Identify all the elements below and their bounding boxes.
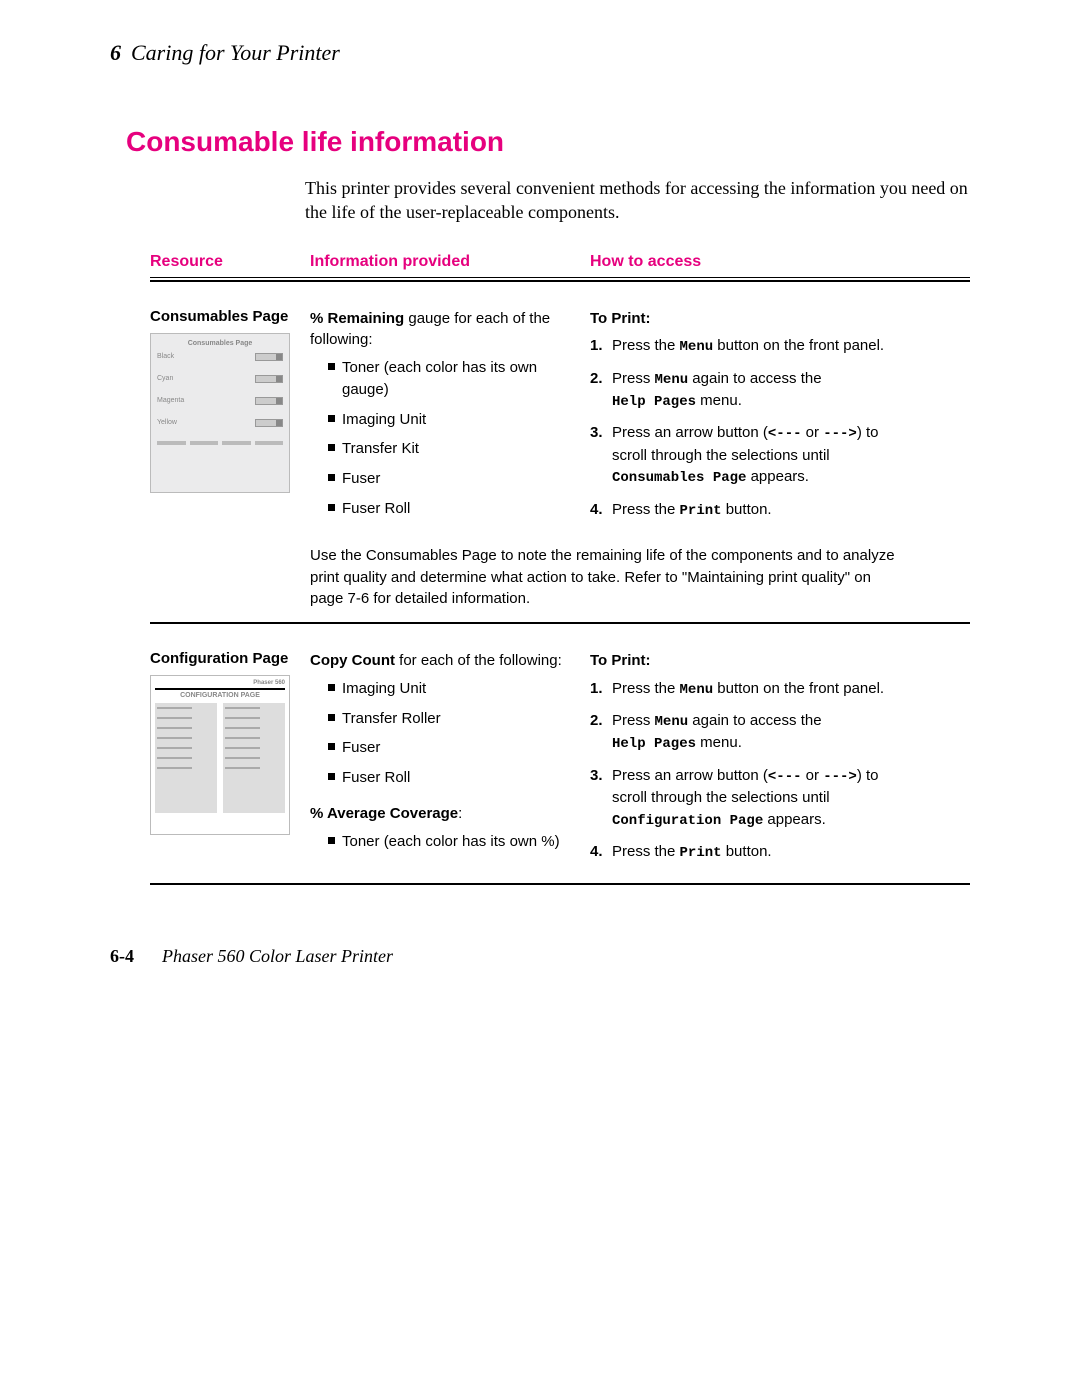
info-lead-rest: for each of the following: [395,652,562,669]
info-lead: % Remaining gauge for each of the follow… [310,308,570,352]
list-item: Fuser [328,737,570,759]
step: Press the Print button. [590,499,900,521]
list-item: Fuser Roll [328,498,570,520]
info-bullet-list: Toner (each color has its own gauge) Ima… [310,357,570,520]
footer-title: Phaser 560 Color Laser Printer [162,946,393,967]
info-lead-bold: % Remaining [310,310,404,327]
thumbnail-label: Cyan [157,375,173,382]
access-title: To Print: [590,650,900,672]
thumbnail-title: CONFIGURATION PAGE [155,692,285,699]
info-lead-bold: Copy Count [310,652,395,669]
running-header: 6 Caring for Your Printer [110,40,970,66]
step: Press an arrow button (<--- or --->) to … [590,422,900,488]
mono-text: Menu [655,714,689,730]
thumbnail-gauge [255,419,283,427]
access-title: To Print: [590,308,900,330]
list-item: Transfer Roller [328,708,570,730]
info-subhead: % Average Coverage: [310,803,570,825]
resource-label: Configuration Page [150,650,300,667]
thumbnail-brand: Phaser 560 [155,680,285,686]
access-steps: Press the Menu button on the front panel… [590,678,900,864]
info-bullet-list: Toner (each color has its own %) [310,831,570,853]
step: Press Menu again to access the Help Page… [590,368,900,413]
thumbnail-label: Black [157,353,174,360]
thumbnail-label: Magenta [157,397,184,404]
mono-text: Print [680,845,722,861]
mono-text: <--- [768,769,802,785]
chapter-number: 6 [110,40,121,66]
mono-text: <--- [768,426,802,442]
list-item: Toner (each color has its own gauge) [328,357,570,401]
mono-text: Menu [655,372,689,388]
mono-text: ---> [823,769,857,785]
thumbnail-label: Yellow [157,419,177,426]
list-item: Imaging Unit [328,678,570,700]
mono-text: Print [680,503,722,519]
col-header-info: Information provided [310,253,470,270]
step: Press the Menu button on the front panel… [590,335,900,357]
section-heading: Consumable life information [126,126,970,158]
step: Press the Print button. [590,841,900,863]
page-number: 6-4 [110,946,134,967]
resource-table: Resource Information provided How to acc… [150,253,970,886]
configuration-thumbnail: Phaser 560 CONFIGURATION PAGE [150,675,290,835]
step: Press an arrow button (<--- or --->) to … [590,765,900,831]
col-header-resource: Resource [150,253,223,270]
list-item: Fuser [328,468,570,490]
mono-text: Configuration Page [612,813,763,829]
info-lead: Copy Count for each of the following: [310,650,570,672]
mono-text: Help Pages [612,736,696,752]
page-footer: 6-4 Phaser 560 Color Laser Printer [110,946,393,967]
thumbnail-gauge [255,397,283,405]
thumbnail-gauge [255,375,283,383]
consumables-thumbnail: Consumables Page Black Cyan Magenta Yell… [150,333,290,493]
list-item: Toner (each color has its own %) [328,831,570,853]
list-item: Transfer Kit [328,438,570,460]
mono-text: ---> [823,426,857,442]
chapter-title: Caring for Your Printer [131,40,340,66]
table-header-row: Resource Information provided How to acc… [150,253,970,278]
mono-text: Menu [680,682,714,698]
thumbnail-title: Consumables Page [157,340,283,347]
access-steps: Press the Menu button on the front panel… [590,335,900,521]
step: Press the Menu button on the front panel… [590,678,900,700]
mono-text: Menu [680,339,714,355]
mono-text: Consumables Page [612,470,746,486]
resource-label: Consumables Page [150,308,300,325]
col-header-access: How to access [590,253,701,270]
table-row: Consumables Page Consumables Page Black … [150,280,970,541]
step: Press Menu again to access the Help Page… [590,710,900,755]
table-row: Configuration Page Phaser 560 CONFIGURAT… [150,624,970,885]
document-page: 6 Caring for Your Printer Consumable lif… [0,0,1080,925]
table-note-row: Use the Consumables Page to note the rem… [150,541,970,624]
mono-text: Help Pages [612,394,696,410]
list-item: Fuser Roll [328,767,570,789]
thumbnail-gauge [255,353,283,361]
note-text: Use the Consumables Page to note the rem… [310,545,900,610]
info-bullet-list: Imaging Unit Transfer Roller Fuser Fuser… [310,678,570,789]
list-item: Imaging Unit [328,409,570,431]
intro-paragraph: This printer provides several convenient… [305,176,970,225]
